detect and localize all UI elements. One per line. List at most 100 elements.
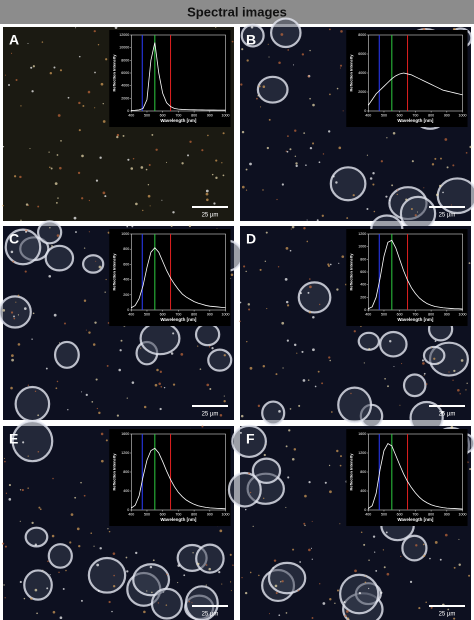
speckle [65, 569, 67, 572]
x-tick-label: 800 [428, 512, 434, 516]
speckle [385, 195, 388, 198]
y-tick-label: 4000 [121, 84, 129, 88]
speckle [380, 160, 383, 163]
speckle [23, 597, 26, 600]
speckle [365, 575, 367, 577]
speckle [206, 383, 210, 387]
speckle [280, 33, 284, 36]
speckle [135, 202, 138, 206]
speckle [465, 389, 467, 391]
x-tick-label: 500 [144, 512, 150, 516]
x-tick-label: 600 [397, 312, 403, 316]
speckle [384, 377, 386, 380]
speckle [158, 382, 161, 385]
speckle [291, 457, 295, 461]
speckle [246, 340, 248, 343]
x-axis-label: Wavelength [nm] [160, 517, 197, 522]
x-tick-label: 900 [207, 512, 213, 516]
speckle [387, 385, 389, 388]
panel: C 25 µm 400 500 600 700 800 900 1000 0 200 400 600 80… [0, 220, 244, 423]
y-tick-label: 400 [123, 489, 129, 493]
speckle [246, 59, 249, 62]
spectrum-line [367, 72, 463, 106]
x-tick-label: 700 [412, 113, 418, 117]
speckle [272, 567, 274, 569]
speckle [430, 606, 433, 609]
panel-label: E [9, 431, 18, 447]
speckle [221, 583, 223, 585]
speckle [93, 545, 95, 547]
y-tick-label: 0 [127, 508, 129, 512]
speckle [205, 192, 209, 196]
speckle [108, 530, 111, 533]
speckle [140, 166, 144, 169]
speckle [299, 292, 302, 295]
speckle [126, 225, 129, 228]
speckle [149, 205, 151, 207]
speckle [51, 534, 55, 538]
speckle [442, 191, 444, 194]
speckle [262, 189, 264, 191]
speckle [148, 164, 151, 167]
x-tick-label: 900 [444, 512, 450, 516]
speckle [91, 400, 94, 403]
speckle [54, 182, 58, 186]
speckle [36, 612, 38, 615]
speckle [434, 541, 438, 544]
speckle [336, 87, 339, 90]
speckle [78, 545, 81, 548]
speckle [295, 162, 298, 165]
x-tick-label: 1000 [222, 512, 230, 516]
speckle [56, 154, 59, 156]
speckle [131, 381, 135, 384]
speckle [188, 600, 191, 603]
speckle [155, 148, 158, 151]
speckle [405, 198, 408, 201]
speckle [13, 315, 15, 318]
y-tick-label: 200 [123, 293, 129, 297]
speckle [336, 288, 339, 291]
speckle [2, 204, 4, 207]
cell [379, 330, 408, 358]
speckle [8, 83, 10, 86]
y-tick-label: 2000 [358, 90, 366, 94]
x-tick-label: 500 [381, 512, 387, 516]
speckle [56, 234, 60, 237]
speckle [284, 277, 288, 281]
spectrum-line [368, 442, 463, 510]
speckle [409, 580, 413, 583]
speckle [328, 464, 331, 467]
speckle [112, 585, 116, 588]
speckle [306, 219, 308, 221]
x-tick-label: 400 [365, 512, 371, 516]
speckle [105, 58, 108, 61]
speckle [453, 617, 456, 620]
speckle [385, 531, 388, 534]
speckle [211, 347, 214, 350]
speckle [208, 567, 211, 571]
speckle [309, 146, 313, 150]
speckle [339, 523, 341, 525]
speckle [373, 210, 376, 213]
speckle [4, 545, 7, 548]
speckle [285, 300, 289, 304]
speckle [125, 556, 128, 559]
speckle [341, 255, 345, 258]
speckle [299, 561, 302, 563]
speckle [11, 358, 14, 362]
speckle [76, 527, 80, 531]
speckle [12, 260, 15, 263]
speckle [263, 497, 265, 499]
speckle [425, 601, 427, 603]
speckle [10, 311, 14, 314]
speckle [439, 558, 442, 561]
speckle [287, 49, 290, 51]
speckle [192, 552, 194, 554]
speckle [147, 183, 150, 186]
speckle [316, 219, 319, 222]
speckle [386, 137, 388, 139]
speckle [34, 543, 38, 546]
speckle [20, 105, 22, 107]
speckle [94, 321, 97, 324]
